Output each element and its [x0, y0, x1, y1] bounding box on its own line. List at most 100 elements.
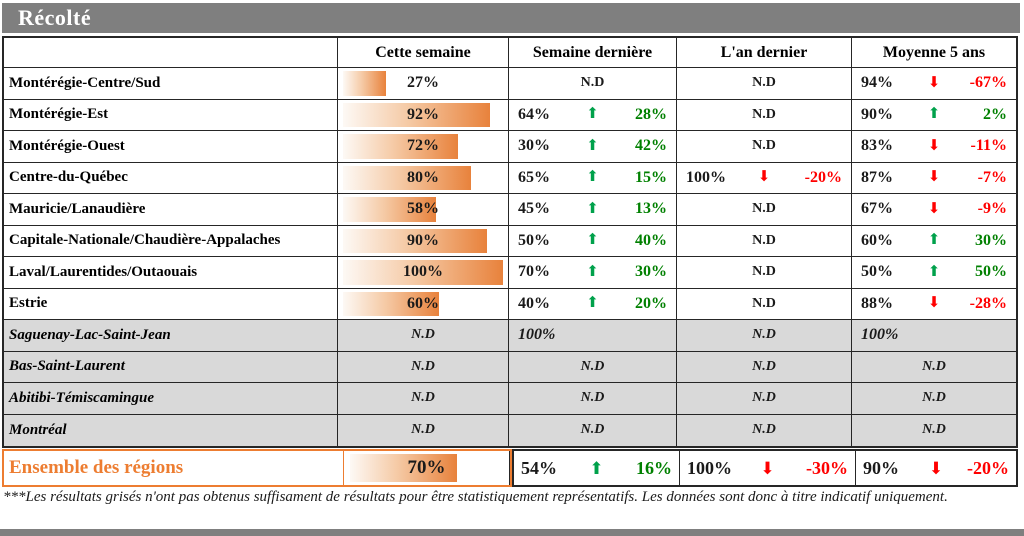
comparison-cell: N.D [677, 99, 852, 130]
this-week-cell: 92% [338, 99, 509, 130]
change-value: 13% [635, 200, 667, 218]
bottom-bar [0, 529, 1024, 536]
this-week-cell: 100% [338, 257, 509, 288]
nd-value: N.D [752, 232, 776, 248]
region-name: Mauricie/Lanaudière [4, 194, 338, 225]
comparison-cell: 50% ⬆ 50% [852, 257, 1016, 288]
nd-value: N.D [752, 106, 776, 122]
up-arrow-icon: ⬆ [927, 232, 941, 249]
down-arrow-icon: ⬇ [757, 169, 771, 186]
comparison-cell: N.D [677, 288, 852, 319]
region-name: Estrie [4, 288, 338, 319]
comparison-cell: 100% ⬇ -20% [677, 162, 852, 193]
progress-bar [343, 134, 459, 159]
progress-bar [343, 228, 487, 253]
comparison-cell: N.D [677, 257, 852, 288]
region-name: Montérégie-Ouest [4, 131, 338, 162]
this-week-cell: 70% [344, 451, 510, 485]
bar-percent-label: 90% [407, 231, 439, 249]
region-name: Montérégie-Est [4, 99, 338, 130]
nd-value: N.D [580, 390, 605, 406]
region-name: Saguenay-Lac-Saint-Jean [4, 320, 338, 351]
comparison-cell: 87% ⬇ -7% [852, 163, 1016, 194]
region-row: Capitale-Nationale/Chaudière-Appalaches 9… [4, 225, 1016, 257]
down-arrow-icon: ⬇ [927, 295, 941, 312]
total-row: Ensemble des régions 70% 54% ⬆ 16% 100% ⬇ -30% 9… [2, 449, 1018, 487]
bar-percent-label: 60% [407, 294, 439, 312]
footnote: ***Les résultats grisés n'ont pas obtenu… [3, 489, 948, 505]
nd-value: N.D [752, 327, 776, 343]
change-value: 16% [636, 457, 672, 478]
this-week-cell: 90% [338, 225, 509, 256]
reference-value: 50% [861, 263, 893, 281]
comparison-cell: N.D [677, 351, 852, 382]
region-name: Montérégie-Centre/Sud [4, 68, 338, 99]
reference-value: 88% [861, 294, 893, 312]
change-value: -20% [804, 168, 842, 186]
nd-value: N.D [411, 390, 435, 406]
comparison-cell: N.D [509, 351, 677, 382]
region-row: Bas-Saint-Laurent N.D N.D N.D N.D [4, 351, 1016, 383]
change-value: -30% [806, 457, 848, 478]
region-row: Saguenay-Lac-Saint-Jean N.D 100% N.D 100% [4, 320, 1016, 352]
comparison-cell: N.D [677, 383, 852, 414]
change-value: 2% [983, 105, 1007, 123]
reference-value: 50% [518, 231, 550, 249]
this-week-cell: 58% [338, 194, 509, 225]
reference-value: 30% [518, 137, 550, 155]
reference-value: 90% [863, 457, 899, 478]
header-row: Cette semaine Semaine dernière L'an dern… [4, 38, 1016, 68]
change-value: -9% [977, 200, 1007, 218]
region-row: Montérégie-Ouest 72% 30% ⬆ 42% N.D 83% ⬇ -11% [4, 131, 1016, 163]
reference-value: 65% [518, 168, 550, 186]
region-row: Laval/Laurentides/Outaouais 100% 70% ⬆ 30% N.… [4, 257, 1016, 289]
this-week-cell: N.D [338, 383, 509, 414]
comparison-cell: N.D [509, 414, 677, 446]
up-arrow-icon: ⬆ [927, 106, 941, 123]
nd-value: N.D [752, 422, 776, 438]
reference-value: 64% [518, 105, 550, 123]
down-arrow-icon: ⬇ [760, 458, 775, 478]
change-value: 15% [635, 168, 667, 186]
comparison-cell: 90% ⬇ -20% [856, 451, 1016, 485]
comparison-cell: N.D [852, 415, 1016, 447]
change-value: -20% [967, 457, 1009, 478]
bar-percent-label: 58% [407, 200, 439, 218]
column-header-this-week: Cette semaine [338, 38, 509, 67]
change-value: 20% [635, 294, 667, 312]
comparison-cell: 100% [852, 320, 1016, 351]
region-row: Estrie 60% 40% ⬆ 20% N.D 88% ⬇ -28% [4, 288, 1016, 320]
region-name: Montréal [4, 414, 338, 446]
change-value: 30% [975, 231, 1007, 249]
nd-value: N.D [922, 422, 946, 438]
comparison-cell: 83% ⬇ -11% [852, 131, 1016, 162]
change-value: 42% [635, 137, 667, 155]
down-arrow-icon: ⬇ [927, 137, 941, 154]
progress-bar [343, 165, 471, 190]
bar-percent-label: 70% [407, 457, 446, 478]
nd-value: N.D [752, 295, 776, 311]
reference-value: 54% [521, 457, 557, 478]
nd-value: N.D [752, 201, 776, 217]
comparison-cell: 100% [509, 320, 677, 351]
column-header-5yr-average: Moyenne 5 ans [882, 43, 986, 61]
nd-value: N.D [580, 422, 605, 438]
down-arrow-icon: ⬇ [927, 169, 941, 186]
comparison-cell: 40% ⬆ 20% [509, 288, 677, 319]
bar-percent-label: 72% [407, 137, 439, 155]
comparison-cell: 60% ⬆ 30% [852, 226, 1016, 257]
column-header-last-year: L'an dernier [677, 38, 852, 67]
comparison-cell: N.D [677, 225, 852, 256]
up-arrow-icon: ⬆ [927, 263, 941, 280]
nd-value: N.D [580, 358, 605, 374]
comparison-cell: 100% ⬇ -30% [680, 451, 856, 485]
region-name: Laval/Laurentides/Outaouais [4, 257, 338, 288]
page-title: Récolté [2, 3, 1020, 33]
comparison-cell: 94% ⬇ -67% [852, 68, 1016, 99]
comparison-cell: N.D [677, 414, 852, 446]
total-region-name: Ensemble des régions [4, 451, 344, 485]
comparison-cell: 67% ⬇ -9% [852, 194, 1016, 225]
reference-value: 100% [518, 326, 556, 344]
bar-percent-label: 27% [407, 74, 439, 92]
down-arrow-icon: ⬇ [927, 200, 941, 217]
